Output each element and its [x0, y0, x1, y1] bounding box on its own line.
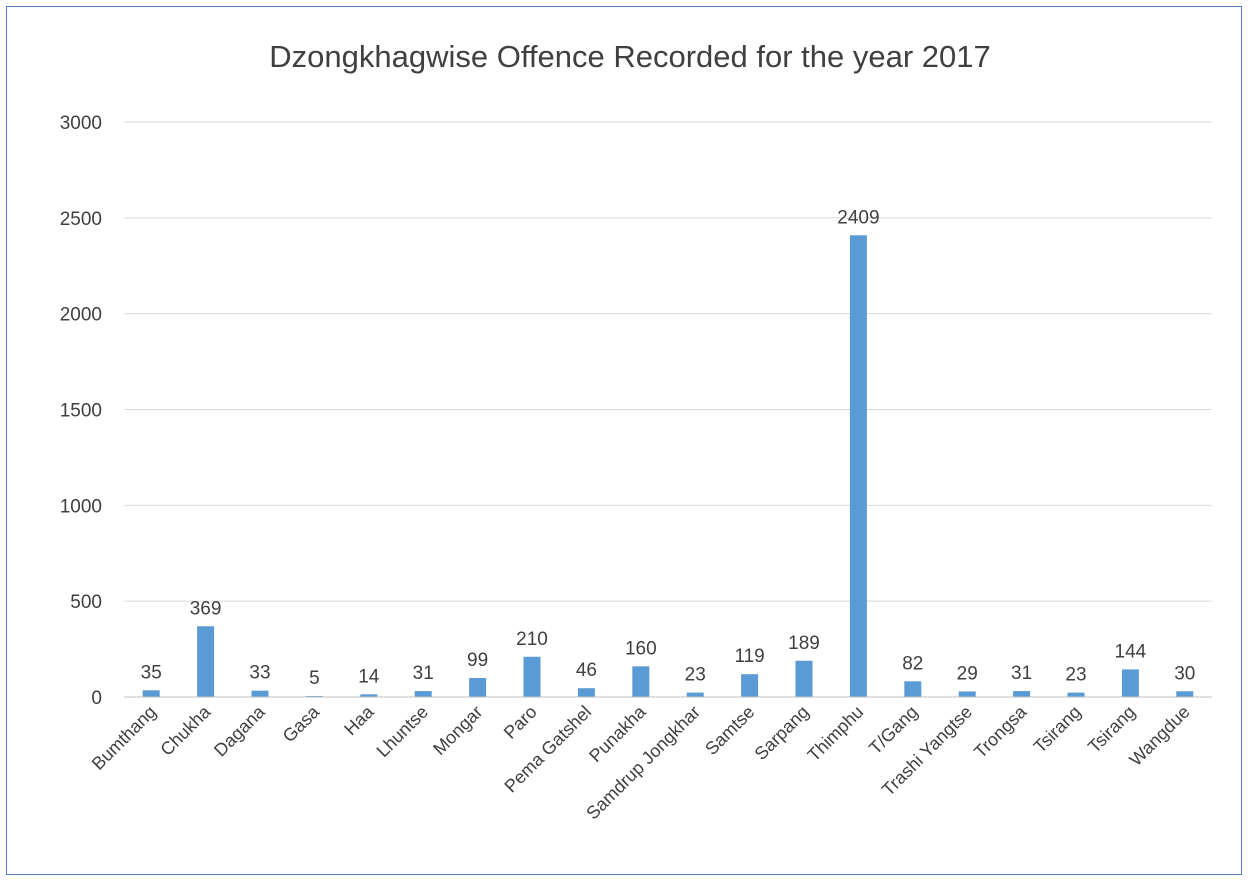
category-label: Haa [340, 701, 378, 739]
data-label: 23 [1065, 665, 1086, 686]
data-label: 144 [1115, 641, 1147, 662]
bar [469, 678, 486, 697]
y-tick-label: 2000 [60, 305, 102, 326]
data-label: 119 [734, 646, 764, 667]
data-label: 5 [309, 668, 320, 689]
category-label: Tsirang [1084, 702, 1139, 757]
bar [796, 661, 813, 697]
data-label: 14 [358, 666, 380, 687]
chart-title: Dzongkhagwise Offence Recorded for the y… [269, 39, 990, 74]
bar [850, 235, 867, 697]
y-tick-label: 2500 [60, 209, 102, 230]
bar [904, 681, 921, 697]
data-label: 23 [685, 665, 706, 686]
data-label: 30 [1174, 663, 1195, 684]
data-label: 82 [902, 653, 923, 674]
bar [687, 693, 704, 697]
bars [143, 235, 1194, 697]
category-label: Thimphu [804, 702, 868, 766]
bar [197, 626, 214, 697]
data-label: 369 [190, 598, 222, 619]
data-labels: 35 369 33 5 14 31 99 210 46 160 23 119 189 2409 82 29 31… [141, 207, 1196, 689]
data-label: 35 [141, 662, 162, 683]
data-label: 210 [516, 629, 548, 650]
category-label: Trongsa [970, 701, 1031, 762]
data-label: 189 [788, 633, 820, 654]
category-label: Mongar [429, 702, 486, 759]
category-label: Wangdue [1125, 702, 1193, 770]
y-tick-label: 1500 [60, 401, 102, 422]
bar [1013, 691, 1030, 697]
data-label: 160 [625, 638, 657, 659]
bar [415, 691, 432, 697]
category-label: Bumthang [88, 702, 160, 774]
bar [1176, 691, 1193, 697]
bar [1122, 669, 1139, 697]
category-label: Gasa [279, 701, 324, 746]
data-label: 46 [576, 660, 597, 681]
data-label: 2409 [837, 207, 879, 228]
category-label: Dagana [210, 701, 269, 760]
bar [1068, 693, 1085, 697]
data-label: 31 [413, 663, 434, 684]
y-tick-label: 0 [91, 688, 102, 709]
category-label: Tsirang [1030, 702, 1085, 757]
data-label: 33 [249, 663, 270, 684]
y-axis-ticks: 0 500 1000 1500 2000 2500 3000 [60, 113, 102, 709]
y-tick-label: 3000 [60, 113, 102, 134]
bar [959, 691, 976, 697]
y-tick-label: 500 [70, 592, 102, 613]
bar [578, 688, 595, 697]
bar [143, 690, 160, 697]
y-tick-label: 1000 [60, 496, 102, 517]
data-label: 99 [467, 650, 488, 671]
bar [741, 674, 758, 697]
category-label: Chukha [156, 701, 215, 760]
bar [524, 657, 541, 697]
bar [252, 691, 269, 697]
data-label: 29 [957, 663, 978, 684]
category-label: Lhuntse [373, 702, 432, 761]
data-label: 31 [1011, 663, 1032, 684]
bar [632, 666, 649, 697]
gridlines [124, 122, 1212, 601]
category-label: Sarpang [751, 702, 813, 764]
category-label: Paro [500, 702, 541, 743]
